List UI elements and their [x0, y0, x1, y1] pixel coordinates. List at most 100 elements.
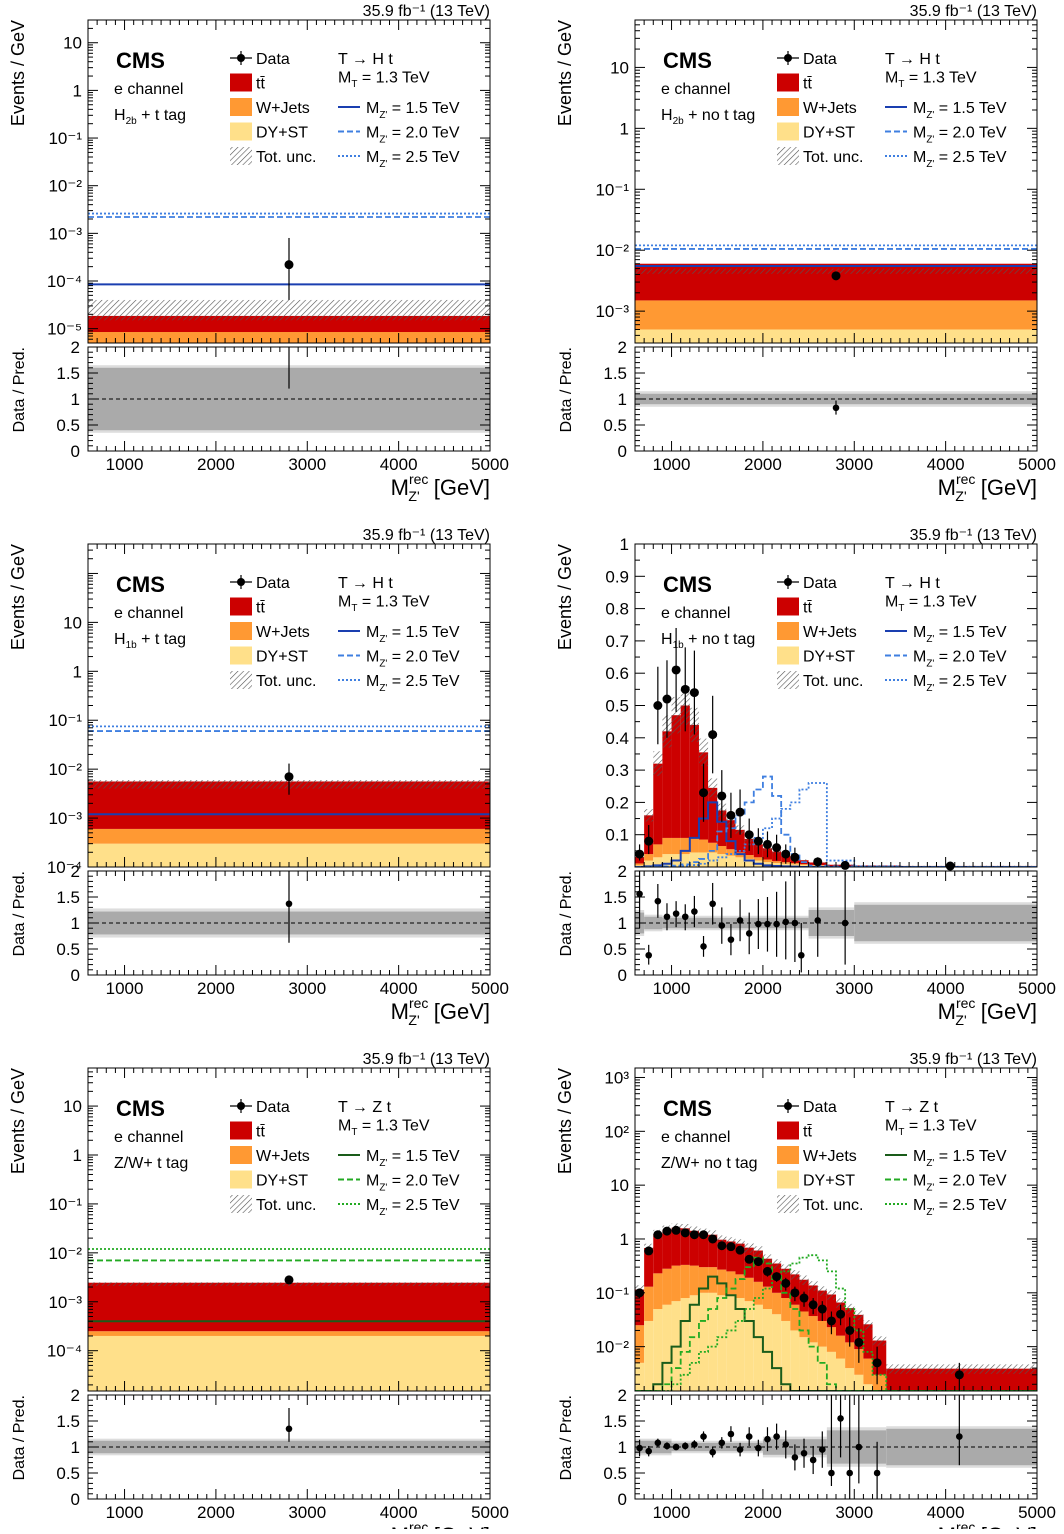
data-point [832, 271, 841, 280]
bar-wjets [672, 1266, 681, 1302]
data-point [836, 1310, 845, 1319]
legend-wjets-swatch [777, 1146, 799, 1164]
ratio-tick-label: 0.5 [56, 940, 80, 959]
unc-band [763, 1254, 772, 1263]
ratio-point [782, 1441, 789, 1448]
main-plot-area [88, 1249, 490, 1396]
legend-ttbar-swatch [777, 598, 799, 616]
bar-dyst [799, 1337, 808, 1396]
legend-unc-label: Tot. unc. [256, 1197, 316, 1214]
unc-band [873, 1336, 887, 1345]
ratio-tick-label: 2 [618, 1386, 627, 1405]
data-point [717, 791, 726, 800]
data-point [946, 862, 955, 871]
legend-dyst-swatch [777, 1171, 799, 1189]
ratio-point [773, 921, 780, 928]
bar-wjets [799, 864, 808, 865]
bar-wjets [644, 1287, 653, 1321]
category-label: H1b + t tag [114, 631, 186, 651]
ratio-tick-label: 0 [71, 442, 80, 461]
x-tick-label: 2000 [197, 1503, 235, 1522]
ratio-plot-area [88, 347, 490, 433]
x-tick-label: 3000 [288, 1503, 326, 1522]
legend-dyst-label: DY+ST [803, 125, 855, 142]
ratio-tick-label: 2 [71, 338, 80, 357]
mass-t-label: MT = 1.3 TeV [338, 593, 430, 614]
ratio-plot-area [635, 1395, 1037, 1499]
ratio-point [856, 1444, 863, 1451]
ratio-point [286, 1426, 293, 1433]
y-tick-label: 0.5 [605, 697, 629, 716]
y-tick-label: 10⁻² [595, 241, 629, 260]
ratio-tick-label: 2 [618, 338, 627, 357]
legend-dyst-swatch [230, 123, 252, 141]
legend-ttbar-label: tt̄ [256, 600, 265, 617]
process-label: T → H t [338, 575, 393, 592]
data-point [653, 1230, 662, 1239]
data-point [672, 1226, 681, 1235]
cms-label: CMS [663, 572, 712, 597]
ratio-point [810, 1457, 817, 1464]
data-point [708, 730, 717, 739]
ratio-point [664, 913, 671, 920]
ratio-tick-label: 0.5 [603, 416, 627, 435]
bar-wjets [754, 1282, 763, 1305]
ratio-axis-title: Data / Pred. [558, 1395, 575, 1480]
legend-wjets-label: W+Jets [256, 100, 310, 117]
lumi-label: 35.9 fb⁻¹ (13 TeV) [910, 527, 1037, 544]
data-point [955, 1370, 964, 1379]
unc-band [708, 778, 717, 797]
legend-data-label: Data [256, 575, 290, 592]
category-label: Z/W+ no t tag [661, 1155, 757, 1172]
y-tick-label: 10⁻¹ [48, 711, 82, 730]
data-point [781, 1279, 790, 1288]
y-tick-label: 10⁻⁴ [47, 272, 82, 291]
ratio-tick-label: 0 [71, 1490, 80, 1509]
ratio-point [819, 1446, 826, 1453]
y-tick-label: 10⁻³ [48, 809, 82, 828]
cms-label: CMS [116, 48, 165, 73]
legend-signal-2-label: MZ' = 2.0 TeV [366, 1173, 460, 1194]
data-point [809, 1300, 818, 1309]
lumi-label: 35.9 fb⁻¹ (13 TeV) [910, 1051, 1037, 1068]
ratio-tick-label: 1 [618, 390, 627, 409]
mass-t-label: MT = 1.3 TeV [885, 593, 977, 614]
ratio-tick-label: 0 [618, 1490, 627, 1509]
data-point [662, 1227, 671, 1236]
ratio-tick-label: 0.5 [603, 1464, 627, 1483]
data-point [873, 1358, 882, 1367]
process-label: T → H t [885, 51, 940, 68]
x-tick-label: 5000 [1018, 1503, 1056, 1522]
legend-signal-2-label: MZ' = 2.0 TeV [913, 125, 1007, 146]
bar-dyst [672, 1301, 681, 1396]
unc-band [790, 1270, 799, 1279]
legend-unc-swatch [777, 1195, 799, 1213]
x-tick-label: 5000 [471, 455, 509, 474]
data-point [736, 1246, 745, 1255]
data-point [772, 1272, 781, 1281]
ratio-point [764, 921, 771, 928]
legend-signal-2-label: MZ' = 2.0 TeV [366, 649, 460, 670]
legend-data-label: Data [256, 51, 290, 68]
ratio-tick-label: 1.5 [603, 888, 627, 907]
unc-band [781, 1264, 790, 1273]
data-point [717, 1241, 726, 1250]
ratio-tick-label: 1 [71, 1438, 80, 1457]
data-point [845, 1326, 854, 1335]
ratio-axis-title: Data / Pred. [11, 1395, 28, 1480]
ratio-point [691, 908, 698, 915]
data-point [763, 840, 772, 849]
legend-unc-swatch [777, 671, 799, 689]
process-label: T → H t [338, 51, 393, 68]
bar-dyst [772, 1314, 781, 1396]
cms-label: CMS [663, 1096, 712, 1121]
legend-signal-2-label: MZ' = 2.0 TeV [913, 1173, 1007, 1194]
unc-band [799, 1275, 808, 1284]
y-tick-label: 0.7 [605, 632, 629, 651]
ratio-point [728, 936, 735, 943]
y-tick-label: 10 [63, 34, 82, 53]
ratio-point [746, 1433, 753, 1440]
